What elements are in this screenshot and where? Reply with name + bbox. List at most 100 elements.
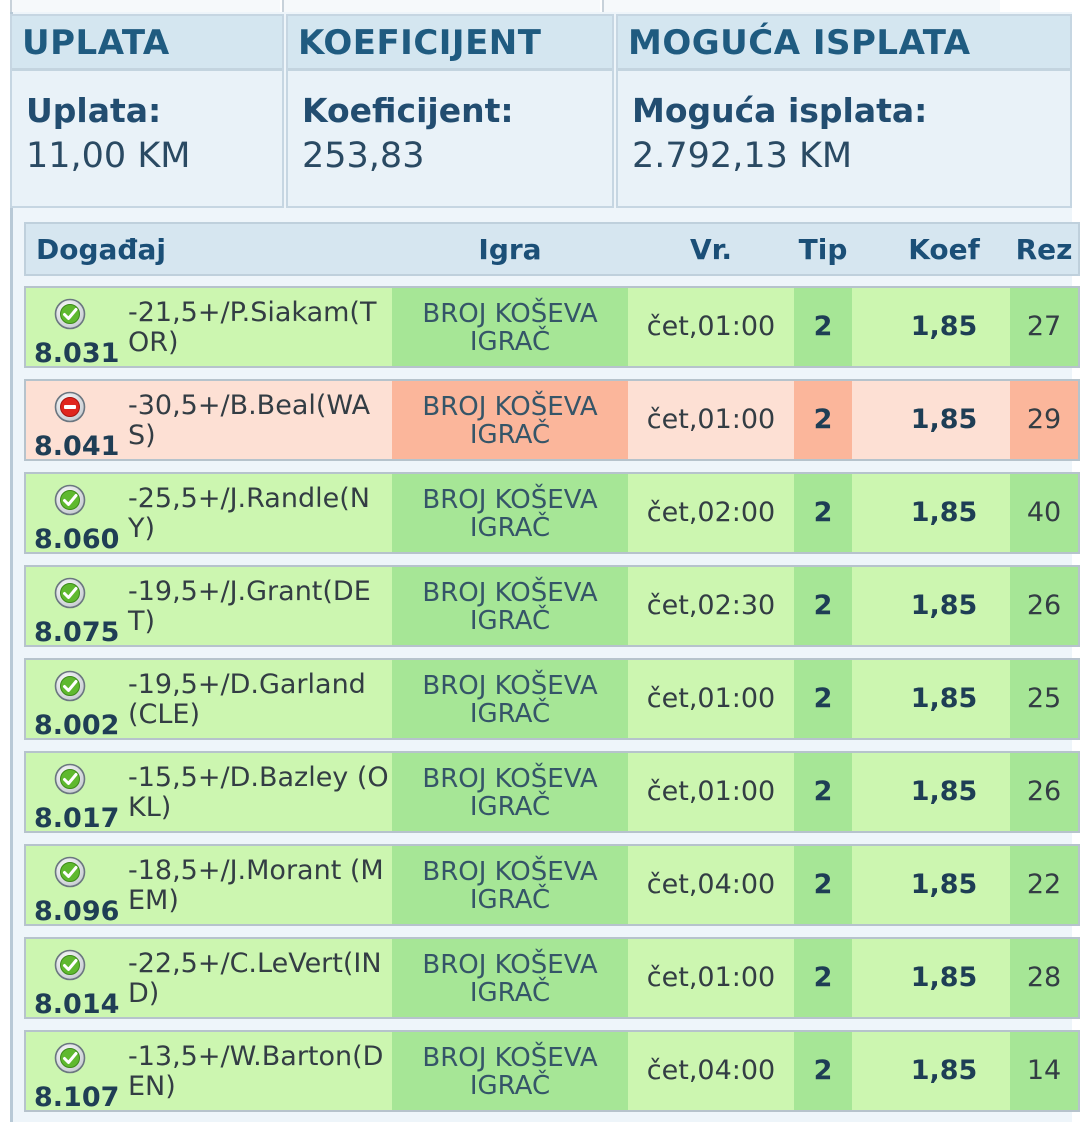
table-row: 8.107 -13,5+/W.Barton(DEN) BROJ KOŠEVA I… xyxy=(24,1030,1080,1114)
check-circle-icon xyxy=(54,298,86,330)
minus-circle-icon xyxy=(54,391,86,423)
event-name: -18,5+/J.Morant (MEM) xyxy=(128,855,384,916)
koef-cell: 1,85 xyxy=(910,869,978,900)
table-row: 8.060 -25,5+/J.Randle(NY) BROJ KOŠEVA IG… xyxy=(24,472,1080,556)
koef-cell: 1,85 xyxy=(910,311,978,342)
event-id: 8.041 xyxy=(34,431,120,462)
event-name: -21,5+/P.Siakam(TOR) xyxy=(128,297,377,358)
col-igra: Igra xyxy=(478,233,542,266)
event-cell: 8.014 -22,5+/C.LeVert(IND) xyxy=(26,939,392,1021)
koef-cell: 1,85 xyxy=(910,962,978,993)
col-vr: Vr. xyxy=(689,233,733,266)
col-dogadjaj: Događaj xyxy=(36,233,166,266)
event-name: -25,5+/J.Randle(NY) xyxy=(128,483,370,544)
koef-cell: 1,85 xyxy=(910,497,978,528)
table-row: 8.017 -15,5+/D.Bazley (OKL) BROJ KOŠEVA … xyxy=(24,751,1080,835)
event-name: -30,5+/B.Beal(WAS) xyxy=(128,390,371,451)
event-cell: 8.002 -19,5+/D.Garland(CLE) xyxy=(26,660,392,742)
vr-cell: čet,01:00 xyxy=(646,404,776,435)
tip-cell: 2 xyxy=(794,1032,852,1110)
check-circle-icon xyxy=(54,1042,86,1074)
koef-cell: 1,85 xyxy=(910,590,978,621)
event-name: -19,5+/J.Grant(DET) xyxy=(128,576,371,637)
tip-cell: 2 xyxy=(794,939,852,1017)
tip-cell: 2 xyxy=(794,567,852,645)
table-row: 8.096 -18,5+/J.Morant (MEM) BROJ KOŠEVA … xyxy=(24,844,1080,928)
event-name: -13,5+/W.Barton(DEN) xyxy=(128,1041,384,1102)
igra-cell: BROJ KOŠEVA IGRAČ xyxy=(392,1032,628,1110)
top-strip xyxy=(10,0,1072,14)
koeficijent-value: 253,83 xyxy=(302,136,425,176)
igra-cell: BROJ KOŠEVA IGRAČ xyxy=(392,753,628,831)
vr-cell: čet,02:30 xyxy=(646,590,776,621)
vr-cell: čet,01:00 xyxy=(646,683,776,714)
event-id: 8.096 xyxy=(34,896,120,927)
events-table: Događaj Igra Vr. Tip Koef Rez 8.031 -21,… xyxy=(24,222,1080,1114)
koef-cell: 1,85 xyxy=(910,683,978,714)
event-cell: 8.060 -25,5+/J.Randle(NY) xyxy=(26,474,392,556)
event-id: 8.017 xyxy=(34,803,120,834)
vr-cell: čet,04:00 xyxy=(646,869,776,900)
event-id: 8.002 xyxy=(34,710,120,741)
col-koef: Koef xyxy=(908,233,980,266)
check-circle-icon xyxy=(54,763,86,795)
koeficijent-header: KOEFICIJENT xyxy=(288,16,612,71)
event-id: 8.075 xyxy=(34,617,120,648)
vr-cell: čet,02:00 xyxy=(646,497,776,528)
uplata-value: 11,00 KM xyxy=(26,136,191,176)
rez-cell: 27 xyxy=(1010,288,1078,366)
event-name: -15,5+/D.Bazley (OKL) xyxy=(128,762,389,823)
check-circle-icon xyxy=(54,856,86,888)
koeficijent-label: Koeficijent: xyxy=(302,91,514,130)
koef-cell: 1,85 xyxy=(910,1055,978,1086)
rez-cell: 25 xyxy=(1010,660,1078,738)
igra-cell: BROJ KOŠEVA IGRAČ xyxy=(392,474,628,552)
event-cell: 8.017 -15,5+/D.Bazley (OKL) xyxy=(26,753,392,835)
tip-cell: 2 xyxy=(794,288,852,366)
igra-cell: BROJ KOŠEVA IGRAČ xyxy=(392,567,628,645)
tip-cell: 2 xyxy=(794,381,852,459)
vr-cell: čet,01:00 xyxy=(646,962,776,993)
rez-cell: 29 xyxy=(1010,381,1078,459)
uplata-label: Uplata: xyxy=(26,91,162,130)
koef-cell: 1,85 xyxy=(910,404,978,435)
rez-cell: 26 xyxy=(1010,753,1078,831)
table-header: Događaj Igra Vr. Tip Koef Rez xyxy=(24,222,1080,276)
koef-cell: 1,85 xyxy=(910,776,978,807)
isplata-header: MOGUĆA ISPLATA xyxy=(618,16,1070,71)
rez-cell: 26 xyxy=(1010,567,1078,645)
uplata-header: UPLATA xyxy=(12,16,282,71)
event-id: 8.014 xyxy=(34,989,120,1020)
check-circle-icon xyxy=(54,484,86,516)
igra-cell: BROJ KOŠEVA IGRAČ xyxy=(392,381,628,459)
tip-cell: 2 xyxy=(794,753,852,831)
vr-cell: čet,01:00 xyxy=(646,776,776,807)
rez-cell: 14 xyxy=(1010,1032,1078,1110)
tip-cell: 2 xyxy=(794,660,852,738)
vr-cell: čet,04:00 xyxy=(646,1055,776,1086)
table-row: 8.031 -21,5+/P.Siakam(TOR) BROJ KOŠEVA I… xyxy=(24,286,1080,370)
igra-cell: BROJ KOŠEVA IGRAČ xyxy=(392,939,628,1017)
tip-cell: 2 xyxy=(794,846,852,924)
event-cell: 8.107 -13,5+/W.Barton(DEN) xyxy=(26,1032,392,1114)
igra-cell: BROJ KOŠEVA IGRAČ xyxy=(392,288,628,366)
tip-cell: 2 xyxy=(794,474,852,552)
event-cell: 8.096 -18,5+/J.Morant (MEM) xyxy=(26,846,392,928)
table-row: 8.075 -19,5+/J.Grant(DET) BROJ KOŠEVA IG… xyxy=(24,565,1080,649)
check-circle-icon xyxy=(54,949,86,981)
isplata-panel: MOGUĆA ISPLATA Moguća isplata: 2.792,13 … xyxy=(616,14,1072,208)
igra-cell: BROJ KOŠEVA IGRAČ xyxy=(392,660,628,738)
isplata-label: Moguća isplata: xyxy=(632,91,928,130)
event-cell: 8.041 -30,5+/B.Beal(WAS) xyxy=(26,381,392,463)
event-cell: 8.031 -21,5+/P.Siakam(TOR) xyxy=(26,288,392,370)
table-row: 8.014 -22,5+/C.LeVert(IND) BROJ KOŠEVA I… xyxy=(24,937,1080,1021)
event-id: 8.107 xyxy=(34,1082,120,1113)
uplata-panel: UPLATA Uplata: 11,00 KM xyxy=(10,14,284,208)
rez-cell: 22 xyxy=(1010,846,1078,924)
event-name: -19,5+/D.Garland(CLE) xyxy=(128,669,366,730)
col-tip: Tip xyxy=(798,233,848,266)
col-rez: Rez xyxy=(1015,233,1073,266)
vr-cell: čet,01:00 xyxy=(646,311,776,342)
table-row: 8.002 -19,5+/D.Garland(CLE) BROJ KOŠEVA … xyxy=(24,658,1080,742)
event-cell: 8.075 -19,5+/J.Grant(DET) xyxy=(26,567,392,649)
